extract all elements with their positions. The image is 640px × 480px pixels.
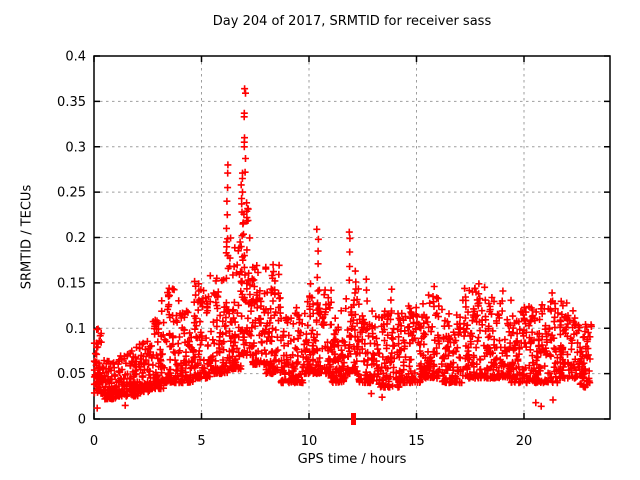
y-tick-label: 0.2 [65, 231, 86, 246]
chart-title: Day 204 of 2017, SRMTID for receiver sas… [212, 14, 492, 29]
y-tick-labels: 0 0.05 0.1 0.15 0.2 0.25 0.3 0.35 0.4 [57, 50, 86, 428]
x-tick-label: 0 [90, 434, 98, 449]
y-tick-label: 0.1 [65, 322, 86, 337]
y-axis-title: SRMTID / TECUs [19, 184, 35, 290]
zero-flag-marker [351, 413, 357, 425]
y-tick-label: 0 [78, 413, 86, 428]
scatter-points [90, 85, 595, 412]
x-tick-label: 5 [197, 434, 205, 449]
y-tick-label: 0.35 [57, 95, 86, 110]
y-tick-label: 0.3 [65, 140, 86, 155]
x-tick-label: 20 [516, 434, 533, 449]
y-tick-label: 0.05 [57, 367, 86, 382]
y-tick-label: 0.4 [65, 50, 86, 65]
y-tick-label: 0.15 [57, 276, 86, 291]
x-axis-title: GPS time / hours [297, 452, 407, 467]
y-tick-label: 0.25 [57, 186, 86, 201]
x-tick-label: 10 [301, 434, 318, 449]
x-tick-labels: 0 5 10 15 20 [90, 434, 532, 449]
x-tick-label: 15 [408, 434, 425, 449]
